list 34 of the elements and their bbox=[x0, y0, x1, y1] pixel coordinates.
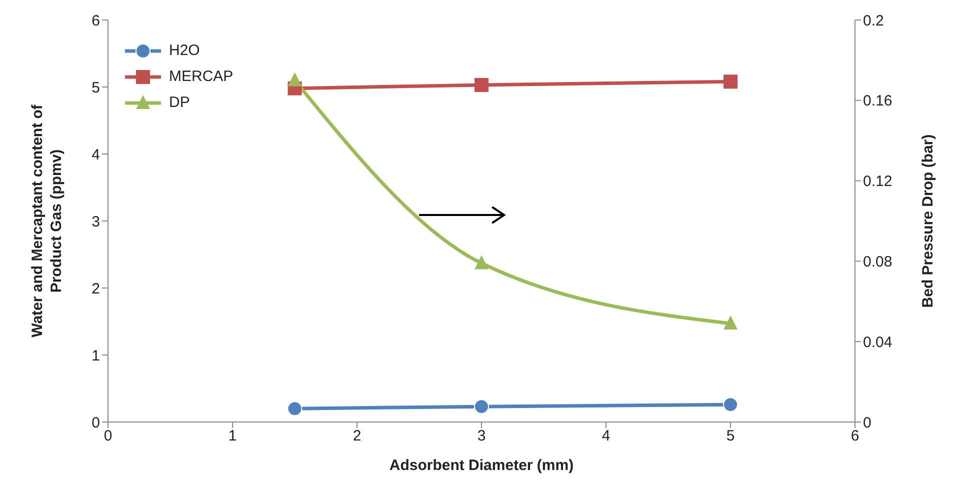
y-tick-label: 3 bbox=[92, 213, 100, 230]
y-axis-title: Water and Mercaptant content of Product Gas (ppmv) bbox=[29, 104, 65, 338]
x-tick-label: 5 bbox=[726, 428, 735, 445]
point bbox=[288, 72, 302, 86]
point bbox=[723, 397, 738, 412]
y-tick-label: 2 bbox=[92, 280, 100, 298]
y-tick-label: 6 bbox=[92, 12, 100, 30]
y-tick-label: 0 bbox=[92, 414, 100, 432]
y2-tick-label: 0.04 bbox=[863, 334, 892, 351]
point bbox=[474, 78, 488, 92]
y2-tick-label: 0.12 bbox=[863, 173, 892, 190]
point bbox=[724, 74, 738, 89]
y-tick-label: 5 bbox=[92, 79, 100, 96]
y2-tick-label: 0.08 bbox=[863, 254, 892, 271]
x-tick-label: 1 bbox=[228, 428, 237, 445]
y-tick-label: 1 bbox=[92, 347, 100, 364]
legend-label: H2O bbox=[169, 41, 200, 61]
y2-axis-title: Bed Pressure Drop (bar) bbox=[919, 134, 936, 308]
x-axis-title: Adsorbent Diameter (mm) bbox=[389, 457, 574, 474]
y2-tick-label: 0 bbox=[863, 414, 872, 432]
x-tick-label: 0 bbox=[104, 428, 112, 445]
y2-tick-label: 0.16 bbox=[863, 92, 892, 110]
point bbox=[474, 399, 489, 414]
legend-label: MERCAP bbox=[169, 67, 234, 87]
y2-tick-label: 0.2 bbox=[863, 12, 884, 30]
point bbox=[724, 316, 738, 330]
x-tick-label: 3 bbox=[477, 428, 486, 445]
point bbox=[474, 255, 488, 270]
y-tick-label: 4 bbox=[92, 146, 100, 164]
x-tick-label: 6 bbox=[850, 428, 860, 445]
x-tick-label: 4 bbox=[602, 428, 610, 445]
legend-label: DP bbox=[169, 93, 190, 113]
point bbox=[287, 401, 302, 416]
x-tick-label: 2 bbox=[352, 428, 362, 445]
